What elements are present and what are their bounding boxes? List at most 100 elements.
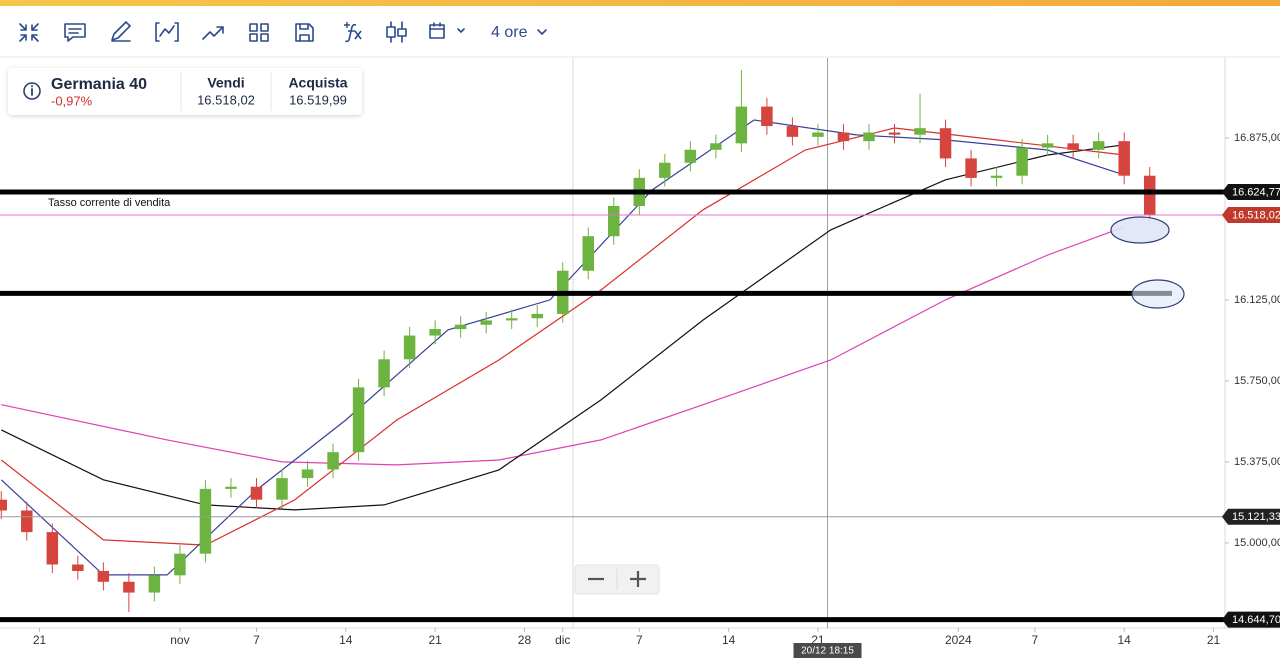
candle-body [1118, 141, 1130, 176]
annotation-ellipse [1110, 216, 1170, 244]
candle-body [990, 175, 1003, 178]
candle-body [608, 205, 620, 237]
x-tick-label: 14 [1118, 633, 1132, 647]
candle-body [0, 499, 8, 511]
candle-body [684, 149, 697, 163]
candle-body [21, 510, 33, 533]
crosshair-label: 20/12 18:15 [801, 646, 854, 657]
candle-body [378, 359, 390, 388]
y-tick-label: 16.875,00 [1234, 132, 1280, 144]
y-tick-label: 15.750,00 [1234, 375, 1280, 387]
y-tick-label: 15.375,00 [1234, 456, 1280, 468]
price-label-box [1222, 207, 1280, 224]
plot: Tasso corrente di vendita [0, 58, 1225, 628]
candle-body [531, 313, 543, 319]
candle-body [429, 329, 441, 336]
price-label-box [1222, 611, 1280, 628]
indicator-icon[interactable] [155, 22, 179, 42]
instrument-box: Germania 40 -0,97% Vendi 16.518,02 Acqui… [8, 68, 362, 115]
collapse-icon[interactable] [19, 23, 39, 42]
candle-body [454, 324, 467, 330]
candle-body [46, 532, 59, 565]
price-label: 16.624,77 [1232, 186, 1280, 198]
timeframe-arrow[interactable] [537, 29, 547, 35]
x-tick-label: 7 [636, 633, 643, 647]
x-tick-label: dic [555, 633, 570, 647]
calendar-icon[interactable] [429, 22, 465, 39]
x-tick-label: 21 [428, 633, 442, 647]
candle-body [735, 106, 748, 144]
candle-body [250, 486, 263, 500]
candle-body [276, 478, 288, 500]
candle-body [1092, 141, 1105, 150]
candle-body [965, 158, 977, 178]
candle-body [888, 132, 901, 135]
candle-body [225, 486, 237, 489]
candle-body [837, 132, 850, 142]
crosshair-label-box [793, 643, 862, 658]
annotation-ellipse [1131, 279, 1185, 309]
candle-body [761, 106, 773, 127]
y-tick-label: 15.000,00 [1234, 537, 1280, 549]
top-band [0, 0, 1280, 6]
moving-average [0, 119, 1125, 576]
candle-body [97, 570, 110, 582]
moving-average [0, 127, 1125, 546]
price-label: 15.121,33 [1232, 511, 1280, 523]
candle-body [914, 128, 926, 135]
price-label-box [1222, 508, 1280, 525]
instrument-change: -0,97% [51, 93, 93, 108]
candle-body [659, 162, 671, 178]
price-line-name: Tasso corrente di vendita [48, 197, 171, 209]
candle-body [480, 320, 492, 325]
fx-icon[interactable] [344, 22, 362, 43]
candle-icon[interactable] [386, 21, 407, 43]
price-label: 16.518,02 [1232, 209, 1280, 221]
sell-label: Vendi [207, 75, 244, 91]
x-tick-label: 21 [33, 633, 47, 647]
candle-body [148, 575, 161, 593]
candle-body [710, 143, 722, 150]
candle-body [1067, 143, 1079, 150]
zoom-in[interactable] [630, 571, 646, 587]
candle-body [327, 452, 339, 470]
moving-average [1, 226, 1125, 466]
y-tick-label: 16.125,00 [1234, 294, 1280, 306]
candle-body [863, 132, 875, 142]
candle-body [174, 553, 186, 576]
x-tick-label: 28 [518, 633, 532, 647]
save-icon[interactable] [295, 23, 314, 42]
x-tick-label: 7 [253, 633, 260, 647]
candle-body [72, 564, 84, 571]
moving-average [1, 144, 1125, 511]
candle-body [582, 236, 594, 271]
comment-icon[interactable] [64, 23, 86, 42]
x-tick-label: 14 [722, 633, 736, 647]
candle-body [505, 318, 518, 321]
x-tick-label: 14 [339, 633, 353, 647]
layout-icon[interactable] [249, 23, 269, 42]
candle-body [1016, 147, 1028, 176]
candle-body [1041, 143, 1054, 148]
candle-body [812, 132, 824, 137]
x-tick-label: 21 [1207, 633, 1221, 647]
info-icon[interactable] [23, 82, 41, 100]
pen-icon[interactable] [111, 21, 131, 42]
trend-icon[interactable] [202, 26, 224, 40]
price-label-box [1222, 183, 1280, 200]
sell-price[interactable]: 16.518,02 [197, 92, 255, 107]
x-tick-label: 7 [1032, 633, 1039, 647]
instrument-panel [8, 68, 362, 115]
candle-body [403, 335, 416, 360]
buy-price[interactable]: 16.519,99 [289, 92, 347, 107]
candle-body [1143, 175, 1156, 216]
candle-body [352, 387, 365, 453]
candle-body [123, 581, 135, 593]
timeframe[interactable]: 4 ore [491, 24, 528, 41]
price-label: 14.644,70 [1232, 614, 1280, 626]
candle-body [939, 128, 952, 159]
candle-body [199, 488, 212, 554]
buy-label: Acquista [288, 75, 347, 91]
